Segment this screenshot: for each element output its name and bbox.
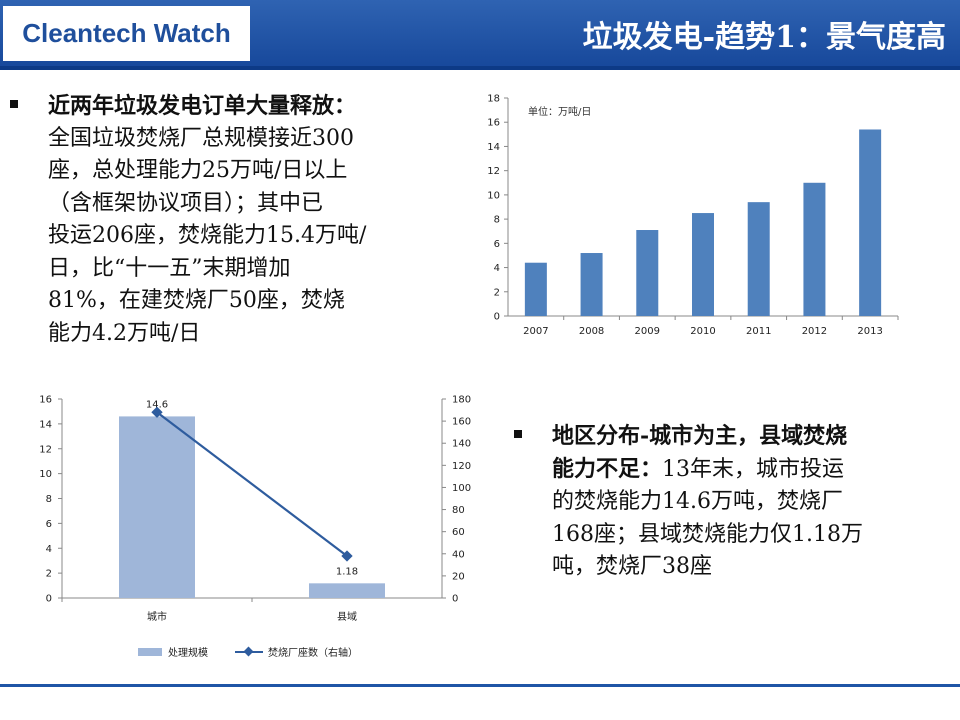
bar (580, 253, 603, 316)
bar (524, 262, 547, 316)
bullet-line: 能力4.2万吨/日 (48, 320, 201, 346)
y-tick-label: 10 (39, 469, 52, 480)
bullet-line-start: 13年末，城市投运 (662, 456, 845, 482)
x-tick-label: 县域 (337, 610, 357, 623)
y2-tick-label: 0 (452, 594, 458, 605)
bullet-list-item-2: 地区分布-城市为主，县域焚烧 能力不足：13年末，城市投运 的焚烧能力14.6万… (514, 420, 934, 590)
y-tick-label: 6 (494, 239, 500, 250)
bullet-marker (10, 100, 18, 108)
logo-text: Cleantech Watch (22, 18, 231, 48)
x-tick-label: 城市 (147, 610, 167, 623)
x-tick-label: 2013 (857, 326, 882, 337)
bullet-line: 168座；县域焚烧能力仅1.18万 (552, 521, 863, 547)
y-tick-label: 16 (39, 395, 52, 406)
bullet-marker (514, 430, 522, 438)
bar (636, 230, 659, 316)
y-tick-label: 6 (46, 519, 52, 530)
x-tick-label: 2008 (579, 326, 604, 337)
y2-tick-label: 40 (452, 549, 465, 560)
logo: Cleantech Watch (3, 6, 250, 61)
bullet-text: 地区分布-城市为主，县域焚烧 能力不足：13年末，城市投运 的焚烧能力14.6万… (552, 420, 863, 584)
y2-tick-label: 140 (452, 439, 471, 450)
y2-tick-label: 180 (452, 395, 471, 406)
bullet-line: 日，比“十一五”末期增加 (48, 255, 291, 281)
y2-tick-label: 160 (452, 417, 471, 428)
legend-label: 处理规模 (168, 646, 208, 659)
bullet-line: 81%，在建焚烧厂50座，焚烧 (48, 288, 345, 313)
bullet-heading-tail: 能力不足： (552, 455, 663, 482)
bullet-text: 近两年垃圾发电订单大量释放： 全国垃圾焚烧厂总规模接近300 座，总处理能力25… (48, 90, 366, 350)
x-tick-label: 2011 (746, 326, 771, 337)
bullet-line: 全国垃圾焚烧厂总规模接近300 (48, 125, 354, 151)
y-tick-label: 14 (487, 142, 500, 153)
bar (803, 182, 826, 316)
bullet-line: 的焚烧能力14.6万吨，焚烧厂 (552, 489, 843, 514)
y-tick-label: 0 (46, 594, 52, 605)
bar (119, 416, 195, 598)
y2-tick-label: 100 (452, 483, 471, 494)
y-tick-label: 4 (46, 544, 52, 555)
x-tick-label: 2009 (635, 326, 660, 337)
legend-label: 焚烧厂座数（右轴） (268, 646, 358, 659)
y-tick-label: 12 (487, 166, 500, 177)
bullet-heading: 近两年垃圾发电订单大量释放： (48, 93, 357, 119)
y-tick-label: 4 (494, 263, 500, 274)
y-tick-label: 18 (487, 94, 500, 105)
x-tick-label: 2010 (690, 326, 715, 337)
bullet-heading: 地区分布-城市为主，县域焚烧 (552, 423, 848, 449)
bullet-line: 吨，焚烧厂38座 (552, 554, 712, 579)
bullet-line: 座，总处理能力25万吨/日以上 (48, 158, 348, 183)
unit-annotation: 单位：万吨/日 (528, 105, 591, 118)
bullet-line: 投运206座，焚烧能力15.4万吨/ (48, 223, 367, 248)
y-tick-label: 8 (494, 215, 500, 226)
legend-swatch-bar (138, 648, 162, 656)
footer-divider (0, 684, 960, 687)
y-tick-label: 14 (39, 419, 52, 430)
bar-data-label: 14.6 (146, 399, 168, 410)
y2-tick-label: 60 (452, 527, 465, 538)
y2-tick-label: 80 (452, 505, 465, 516)
bar (859, 129, 882, 316)
bar-data-label: 1.18 (336, 566, 358, 577)
y-tick-label: 8 (46, 494, 52, 505)
bullet-line: （含框架协议项目）；其中已 (48, 190, 324, 216)
y-tick-label: 2 (46, 569, 52, 580)
bar (309, 583, 385, 598)
bar (692, 213, 714, 316)
page-title: 垃圾发电-趋势1：景气度高 (582, 20, 946, 55)
legend-swatch-marker (243, 646, 254, 657)
capacity-trend-chart: 0 2 4 6 8 10 12 14 16 18 2007 2008 2009 2010 2011 2012 2… (487, 94, 899, 337)
y-tick-label: 2 (494, 287, 500, 298)
y2-tick-label: 120 (452, 461, 471, 472)
y2-tick-label: 20 (452, 571, 465, 582)
line-point (341, 550, 353, 562)
bar (747, 202, 770, 316)
header-divider (0, 66, 960, 70)
x-tick-label: 2012 (802, 326, 827, 337)
y-tick-label: 12 (39, 444, 52, 455)
series-line (156, 411, 348, 557)
x-tick-label: 2007 (523, 326, 548, 337)
y-tick-label: 10 (487, 190, 500, 201)
bullet-list-item-1: 近两年垃圾发电订单大量释放： 全国垃圾焚烧厂总规模接近300 座，总处理能力25… (10, 90, 430, 350)
region-distribution-chart: 024681012141602040608010012014016018014.… (39, 395, 471, 660)
bullet-line: 能力不足：13年末，城市投运 (552, 453, 863, 487)
y-tick-label: 0 (494, 312, 500, 323)
y-tick-label: 16 (487, 118, 500, 129)
